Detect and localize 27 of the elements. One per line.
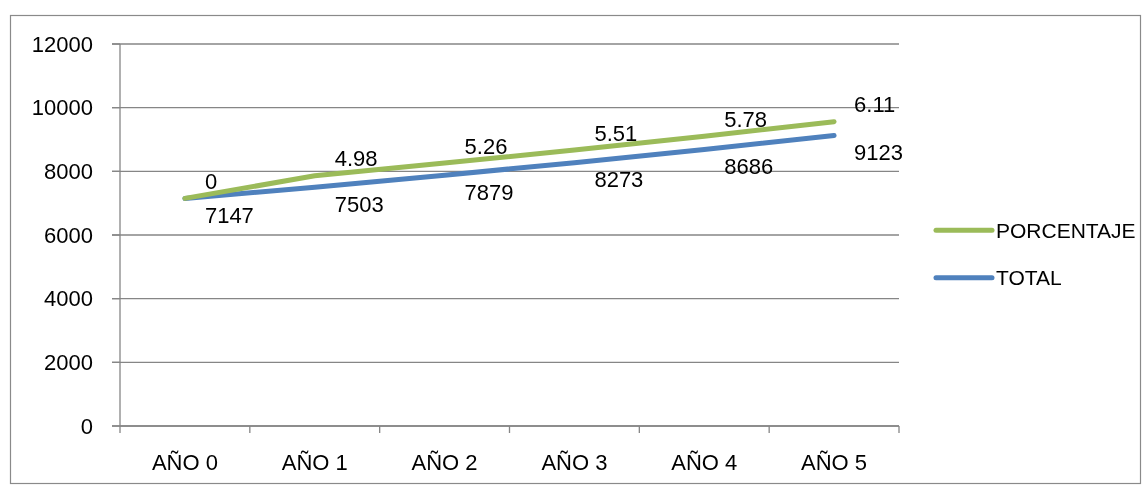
data-label: 8686 (724, 154, 774, 179)
y-tick-label: 10000 (31, 95, 93, 121)
data-label: 7503 (334, 191, 384, 217)
y-tick-label: 0 (80, 413, 93, 439)
y-tick-label: 8000 (44, 158, 93, 184)
x-tick-label: AÑO 4 (671, 449, 738, 475)
annotation: 5.26 (464, 133, 508, 159)
legend-label: TOTAL (996, 266, 1062, 290)
data-label: 9123 (854, 140, 904, 166)
y-tick-label: 2000 (44, 349, 93, 375)
annotation: 6.11 (854, 92, 896, 118)
data-label: 8273 (594, 167, 644, 193)
annotation: 4.98 (334, 146, 378, 172)
x-tick-label: AÑO 5 (801, 449, 868, 475)
y-tick-label: 4000 (44, 286, 93, 312)
y-tick-label: 12000 (31, 31, 93, 57)
data-label: 7147 (204, 202, 254, 228)
x-tick-label: AÑO 1 (281, 449, 348, 475)
annotation: 0 (204, 168, 218, 194)
x-tick-label: AÑO 2 (411, 449, 478, 475)
x-tick-label: AÑO 0 (151, 449, 218, 475)
legend-label: PORCENTAJE (996, 218, 1136, 242)
x-tick-label: AÑO 3 (541, 449, 608, 475)
annotation: 5.51 (594, 120, 638, 146)
y-tick-label: 6000 (44, 222, 93, 248)
annotation: 5.78 (724, 106, 768, 132)
data-label: 7879 (464, 179, 514, 205)
